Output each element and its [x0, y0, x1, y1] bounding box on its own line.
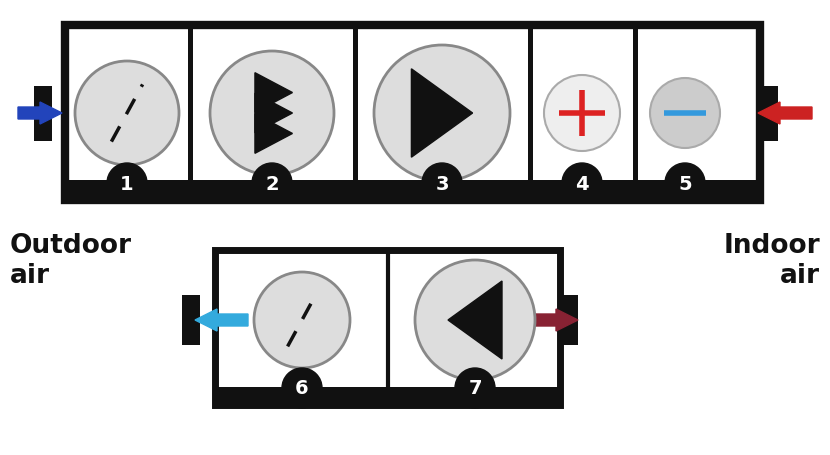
- Circle shape: [544, 76, 620, 152]
- Polygon shape: [255, 94, 292, 134]
- Circle shape: [415, 260, 535, 380]
- Bar: [182, 295, 200, 345]
- Bar: [34, 86, 52, 141]
- Polygon shape: [255, 74, 292, 113]
- Circle shape: [422, 164, 462, 203]
- Circle shape: [282, 368, 322, 408]
- Text: 7: 7: [468, 379, 481, 398]
- Circle shape: [665, 164, 705, 203]
- Circle shape: [562, 164, 602, 203]
- Circle shape: [107, 164, 147, 203]
- Circle shape: [75, 62, 179, 166]
- Bar: [215, 387, 560, 405]
- FancyArrow shape: [18, 103, 62, 125]
- Text: 4: 4: [575, 174, 588, 193]
- Text: 3: 3: [435, 174, 449, 193]
- Text: 5: 5: [678, 174, 692, 193]
- Circle shape: [252, 164, 292, 203]
- FancyArrow shape: [195, 309, 248, 331]
- FancyArrow shape: [527, 309, 578, 331]
- Text: 2: 2: [266, 174, 279, 193]
- FancyArrow shape: [758, 103, 812, 125]
- Circle shape: [455, 368, 495, 408]
- Bar: [65, 181, 760, 201]
- Bar: [760, 86, 778, 141]
- Text: Indoor
air: Indoor air: [724, 233, 820, 288]
- Circle shape: [210, 52, 334, 176]
- Bar: [65, 26, 760, 201]
- Polygon shape: [255, 114, 292, 154]
- Polygon shape: [412, 70, 472, 158]
- Text: Outdoor
air: Outdoor air: [10, 233, 132, 288]
- Circle shape: [650, 79, 720, 149]
- Circle shape: [254, 273, 350, 368]
- Polygon shape: [448, 281, 502, 359]
- Bar: [560, 295, 578, 345]
- Text: 1: 1: [120, 174, 134, 193]
- Bar: [215, 250, 560, 405]
- Circle shape: [374, 46, 510, 182]
- Text: 6: 6: [295, 379, 309, 398]
